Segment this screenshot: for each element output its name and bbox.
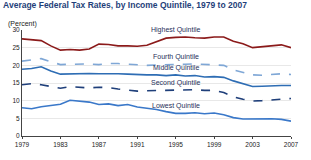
svg-text:Second Quintile: Second Quintile: [151, 79, 201, 87]
svg-text:1979: 1979: [15, 141, 30, 148]
svg-text:25: 25: [12, 44, 20, 51]
svg-text:Fourth Quintile: Fourth Quintile: [153, 53, 199, 61]
svg-text:1999: 1999: [207, 141, 222, 148]
svg-text:(Percent): (Percent): [8, 20, 37, 28]
svg-text:2003: 2003: [245, 141, 260, 148]
svg-text:1987: 1987: [92, 141, 107, 148]
svg-text:10: 10: [12, 97, 20, 104]
svg-text:2007: 2007: [284, 141, 299, 148]
svg-text:5: 5: [16, 115, 20, 122]
svg-text:1983: 1983: [53, 141, 68, 148]
svg-text:1995: 1995: [168, 141, 183, 148]
svg-text:1991: 1991: [130, 141, 145, 148]
svg-text:Middle Quintile: Middle Quintile: [153, 64, 199, 72]
svg-text:Lowest Quintile: Lowest Quintile: [152, 102, 200, 110]
svg-text:0: 0: [16, 132, 20, 139]
svg-text:15: 15: [12, 79, 20, 86]
svg-text:20: 20: [12, 62, 20, 69]
svg-text:30: 30: [12, 26, 20, 33]
svg-text:Highest Quintile: Highest Quintile: [151, 26, 201, 34]
svg-text:Average Federal Tax Rates, by: Average Federal Tax Rates, by Income Qui…: [3, 0, 247, 10]
